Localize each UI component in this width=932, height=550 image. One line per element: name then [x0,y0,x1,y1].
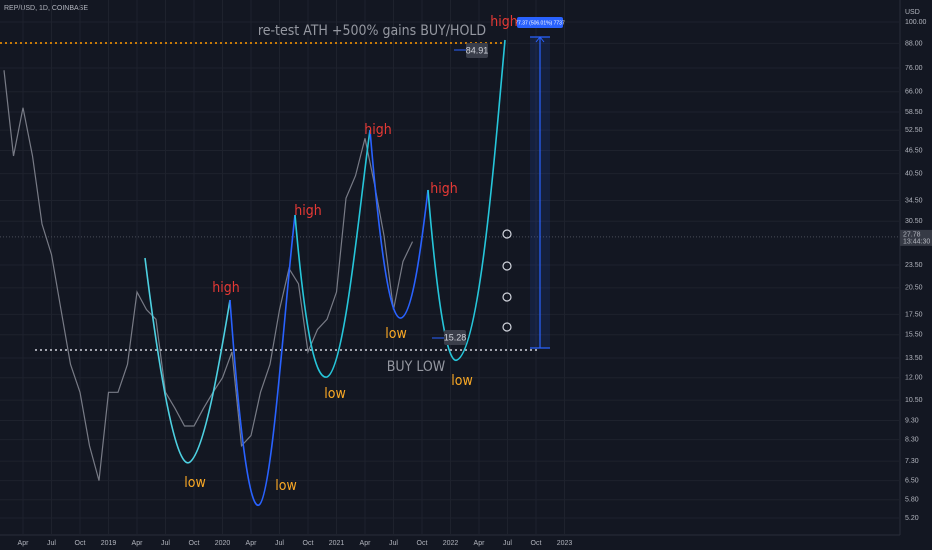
high-label: high [364,122,391,138]
y-tick-label: 12.00 [905,375,923,382]
y-tick-label: 34.50 [905,197,923,204]
x-tick-label: 2022 [443,540,459,547]
cycle-curve [144,257,231,464]
y-tick-label: 13.50 [905,355,923,362]
y-tick-label: 8.30 [905,436,919,443]
y-tick-label: 10.50 [905,397,923,404]
x-tick-label: Jul [161,540,170,547]
x-tick-label: 2021 [329,540,345,547]
cycle-curve [229,214,296,506]
x-tick-label: Oct [189,540,200,547]
cycle-curve [294,129,371,378]
y-tick-label: 66.00 [905,89,923,96]
high-label: high [490,14,517,30]
measure-arrow [535,36,545,43]
x-tick-label: 2019 [101,540,117,547]
x-tick-label: Oct [303,540,314,547]
y-tick-label: 100.00 [905,19,927,26]
currency: USD [905,9,920,16]
measure-label: 77.37 (506.01%) 7737 [515,20,565,26]
y-tick-label: 40.50 [905,170,923,177]
y-tick-label: 23.50 [905,262,923,269]
cycle-curve [427,39,506,361]
cycle-curve [369,129,429,319]
y-tick-label: 7.30 [905,458,919,465]
y-tick-label: 20.50 [905,285,923,292]
countdown: 13:44:30 [903,239,930,246]
label-box [466,43,488,58]
y-tick-label: 76.00 [905,65,923,72]
x-tick-label: Apr [246,540,258,547]
bottom-level-label: 15.28 [444,332,467,342]
x-tick-label: Apr [132,540,144,547]
x-tick-label: 2023 [557,540,573,547]
x-tick-label: 2020 [215,540,231,547]
y-tick-label: 15.50 [905,332,923,339]
grid [0,0,900,535]
x-tick-label: Apr [360,540,372,547]
last-price-box [900,229,932,246]
up-arrows [502,229,512,332]
low-label: low [275,478,297,494]
measure-label-box [517,17,563,28]
high-label: high [430,181,457,197]
x-tick-label: Apr [18,540,30,547]
price-line [3,70,414,481]
y-tick-label: 9.30 [905,417,919,424]
high-label: high [212,280,239,296]
last-price-label: 27.78 [903,232,921,239]
x-tick-label: Oct [75,540,86,547]
low-label: low [385,326,407,342]
y-tick-label: 5.20 [905,515,919,522]
y-tick-label: 46.50 [905,147,923,154]
high-label: high [294,203,321,219]
x-tick-label: Jul [275,540,284,547]
low-label: low [451,373,473,389]
y-tick-label: 88.00 [905,40,923,47]
x-tick-label: Jul [503,540,512,547]
y-tick-label: 52.50 [905,127,923,134]
y-tick-label: 30.50 [905,218,923,225]
y-tick-label: 6.50 [905,477,919,484]
x-tick-label: Oct [417,540,428,547]
axes: 100.00 88.00 76.00 66.00 58.50 52.50 46.50 40.5… [18,19,932,547]
chart-title: REP/USD, 1D, COINBASE [4,5,88,12]
x-tick-label: Jul [389,540,398,547]
low-label: low [184,475,206,491]
label-box [444,330,466,345]
y-tick-label: 17.50 [905,311,923,318]
x-tick-label: Apr [474,540,486,547]
buy-note: BUY LOW [387,359,446,375]
price-layer [3,70,414,481]
x-tick-label: Jul [47,540,56,547]
x-tick-label: Oct [531,540,542,547]
low-label: low [324,386,346,402]
top-level-label: 84.91 [466,45,489,55]
y-tick-label: 5.80 [905,497,919,504]
headline: re-test ATH +500% gains BUY/HOLD [258,23,486,39]
y-tick-label: 58.50 [905,109,923,116]
